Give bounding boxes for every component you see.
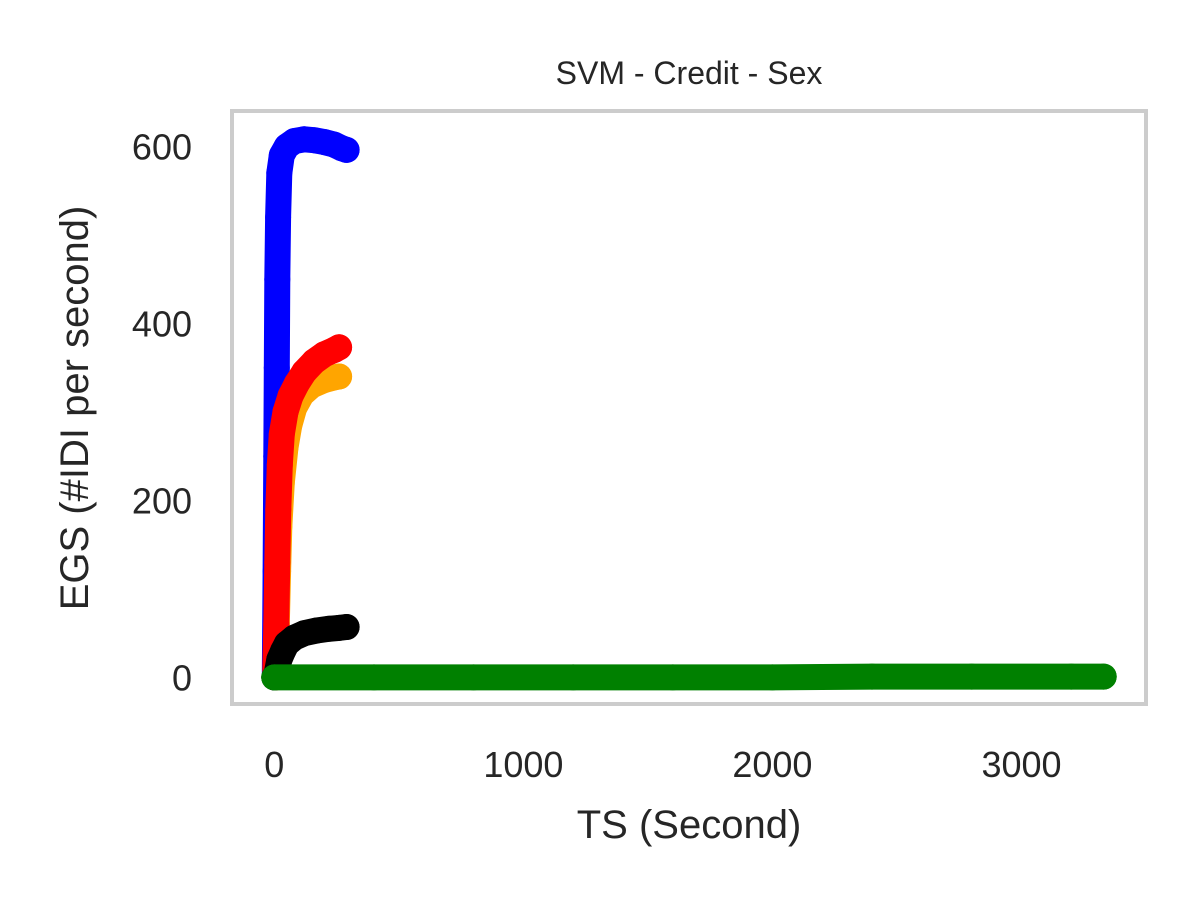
series-2-point: [265, 496, 292, 523]
series-4-point: [859, 663, 885, 690]
series-4-point: [261, 664, 288, 691]
x-tick-label: 2000: [732, 744, 812, 785]
series-2-point: [264, 549, 291, 576]
x-tick-label: 3000: [981, 744, 1061, 785]
series-4-point: [460, 664, 487, 691]
series-4-point: [361, 664, 387, 691]
y-tick-label: 200: [132, 480, 192, 521]
x-axis-label: TS (Second): [577, 803, 802, 847]
series-4-line: [261, 663, 1117, 691]
x-tick-label: 1000: [483, 744, 563, 785]
series-4-point: [759, 664, 786, 691]
chart-title: SVM - Credit - Sex: [556, 55, 823, 91]
y-tick-label: 400: [132, 303, 192, 344]
series-0-point: [333, 136, 360, 163]
series-4-point: [1090, 663, 1117, 690]
series-4-point: [560, 664, 587, 691]
series-0-point: [265, 204, 292, 231]
series-2-point: [326, 334, 353, 361]
y-tick-label: 600: [132, 126, 192, 167]
series-0-point: [264, 266, 291, 293]
series-0-point: [263, 354, 290, 381]
x-tick-label: 0: [264, 744, 284, 785]
x-tick-labels: 0 1000 2000 3000: [264, 744, 1061, 785]
plot-area: [230, 109, 1148, 706]
series-2-point: [268, 421, 295, 448]
series-layer: [261, 126, 1117, 691]
series-4: [261, 663, 1117, 691]
y-tick-labels: 0 200 400 600: [132, 126, 192, 698]
series-4-point: [958, 663, 985, 690]
series-2: [262, 334, 353, 691]
y-axis-label: EGS (#IDI per second): [53, 206, 97, 611]
series-2-point: [266, 452, 293, 478]
series-3-point: [333, 614, 360, 640]
series-4-point: [1058, 663, 1085, 690]
series-4-point: [659, 664, 686, 691]
y-tick-label: 0: [172, 657, 192, 698]
series-1-point: [326, 363, 353, 390]
